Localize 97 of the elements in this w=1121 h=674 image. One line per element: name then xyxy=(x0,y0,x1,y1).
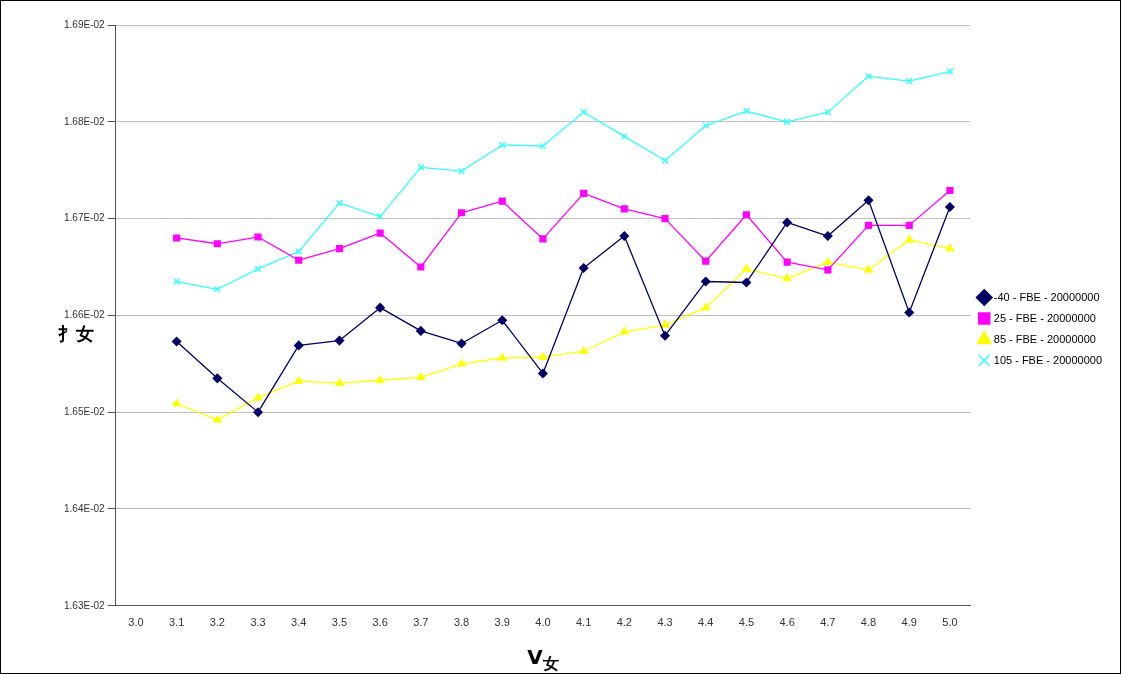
x-tick-label: 4.0 xyxy=(535,616,551,629)
x-tick-label: 3.6 xyxy=(372,616,388,629)
point xyxy=(173,234,181,242)
x-tick-label: 4.2 xyxy=(616,616,632,629)
legend-label: 25 - FBE - 20000000 xyxy=(993,311,1096,324)
x-tick-label: 3.9 xyxy=(494,616,510,629)
x-tick-label: 4.6 xyxy=(779,616,795,629)
point xyxy=(700,276,711,287)
point xyxy=(946,186,954,195)
x-tick-label: 3.8 xyxy=(453,616,470,629)
y-tick-label: 1.66E-02 xyxy=(63,309,106,321)
point xyxy=(702,257,710,265)
point xyxy=(538,352,548,360)
point xyxy=(335,378,344,386)
y-tick-label: 1.68E-02 xyxy=(63,115,106,127)
point xyxy=(254,265,262,273)
point xyxy=(295,256,303,264)
point xyxy=(864,221,873,229)
point xyxy=(416,326,426,336)
point xyxy=(945,202,955,212)
point xyxy=(905,221,913,229)
y-tick-label: 1.64E-02 xyxy=(63,502,106,514)
point xyxy=(905,235,914,243)
point xyxy=(294,376,303,384)
x-tick-label: 3.3 xyxy=(250,616,266,629)
point xyxy=(578,263,589,273)
point xyxy=(538,368,548,379)
point xyxy=(782,273,792,282)
point xyxy=(213,415,222,423)
point xyxy=(823,231,833,241)
x-tick-label: 3.4 xyxy=(291,616,307,629)
point xyxy=(904,307,914,318)
point xyxy=(335,245,344,253)
point xyxy=(620,327,629,335)
y-axis-title: 扌女 xyxy=(58,323,94,345)
point xyxy=(782,217,792,228)
point xyxy=(498,353,507,361)
point xyxy=(171,336,182,347)
point xyxy=(375,375,385,384)
point xyxy=(498,197,506,205)
point xyxy=(293,340,304,351)
point xyxy=(212,373,223,384)
x-tick-label: 4.7 xyxy=(820,616,836,629)
point xyxy=(376,229,384,237)
point xyxy=(661,156,669,165)
point xyxy=(497,315,507,325)
point xyxy=(375,302,385,313)
y-tick-label: 1.67E-02 xyxy=(63,212,106,224)
point xyxy=(660,320,670,328)
point xyxy=(213,240,221,248)
point xyxy=(620,205,628,213)
point xyxy=(701,302,710,311)
point xyxy=(580,189,588,198)
x-tick-label: 4.8 xyxy=(860,616,877,629)
point xyxy=(334,335,345,346)
x-tick-label: 3.7 xyxy=(413,616,429,629)
x-tick-label: 4.5 xyxy=(738,616,755,629)
y-tick-label: 1.63E-02 xyxy=(63,599,106,611)
point xyxy=(661,215,669,223)
x-tick-label: 5.0 xyxy=(942,616,958,629)
point xyxy=(416,372,426,381)
x-tick-label: 3.0 xyxy=(128,616,144,629)
y-tick-label: 1.69E-02 xyxy=(63,18,106,30)
point xyxy=(864,265,873,273)
point xyxy=(254,233,262,241)
point xyxy=(741,277,752,288)
point xyxy=(457,359,466,367)
point xyxy=(824,266,832,274)
point xyxy=(457,209,466,217)
x-tick-label: 3.2 xyxy=(209,616,225,629)
point xyxy=(863,195,874,205)
point xyxy=(823,257,833,265)
legend-label: -40 - FBE - 20000000 xyxy=(993,290,1100,303)
point xyxy=(742,211,750,219)
point xyxy=(539,235,547,243)
point xyxy=(172,398,181,407)
point xyxy=(456,338,467,349)
point xyxy=(417,263,425,271)
point xyxy=(253,407,263,417)
x-tick-label: 4.9 xyxy=(901,616,917,629)
y-tick-label: 1.65E-02 xyxy=(63,405,106,417)
point xyxy=(579,346,588,354)
point xyxy=(620,132,628,140)
point xyxy=(660,330,670,341)
legend-label: 85 - FBE - 20000000 xyxy=(993,332,1096,345)
point xyxy=(946,67,954,76)
point xyxy=(742,264,751,272)
point xyxy=(619,231,630,241)
legend-label: 105 - FBE - 20000000 xyxy=(993,353,1103,366)
x-tick-label: 3.5 xyxy=(331,616,348,629)
x-tick-label: 3.1 xyxy=(168,616,185,629)
point xyxy=(783,258,791,266)
x-tick-label: 4.1 xyxy=(575,616,592,629)
point xyxy=(253,392,263,401)
x-tick-label: 4.3 xyxy=(657,616,673,629)
x-tick-label: 4.4 xyxy=(698,616,714,629)
point xyxy=(945,243,955,252)
